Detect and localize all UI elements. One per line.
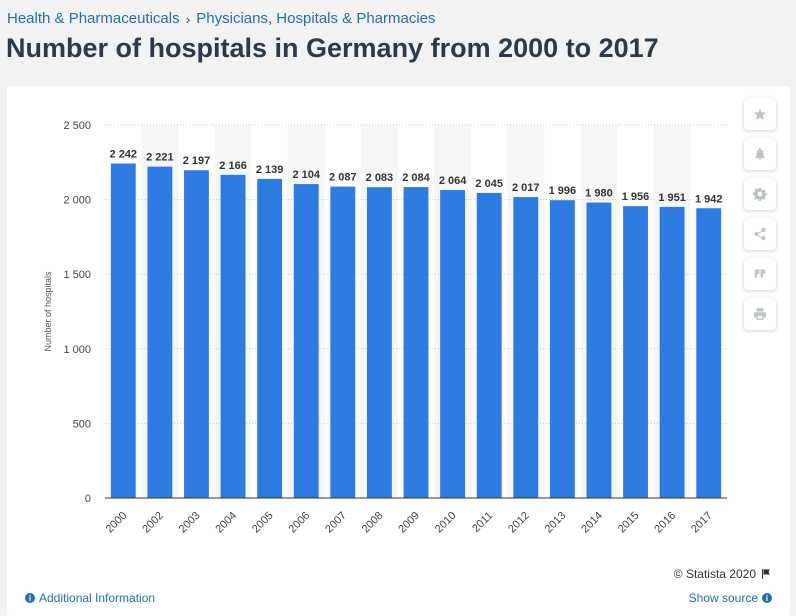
bar: [366, 187, 392, 498]
bar: [184, 170, 209, 498]
star-icon: [753, 108, 767, 120]
show-source-label: Show source: [688, 591, 758, 605]
value-label: 2 017: [512, 182, 540, 194]
bar-chart: 0 500 1 000 1 500 2 000 2 500 2 242 2000 2 221 20…: [43, 120, 727, 536]
bar: [623, 206, 648, 498]
x-tick-label: 2013: [543, 510, 569, 536]
gear-icon: [753, 188, 767, 201]
print-icon: [754, 308, 766, 320]
bar: [403, 187, 429, 498]
bar: [476, 192, 502, 499]
value-label: 1 996: [549, 185, 577, 197]
x-tick-label: 2009: [396, 510, 422, 536]
x-tick-label: 2004: [213, 510, 239, 536]
bar: [513, 197, 539, 498]
x-tick-label: 2014: [579, 510, 605, 536]
value-label: 2 084: [402, 172, 430, 184]
print-button[interactable]: [744, 298, 776, 330]
y-axis-title: Number of hospitals: [43, 271, 53, 352]
bar: [586, 202, 612, 499]
bar: [440, 190, 466, 498]
x-tick-label: 2012: [506, 510, 532, 536]
bar: [257, 178, 283, 498]
x-tick-label: 2003: [177, 510, 203, 536]
x-tick-label: 2002: [140, 510, 166, 536]
x-tick-label: 2000: [104, 510, 130, 536]
bar: [330, 186, 356, 498]
page-title: Number of hospitals in Germany from 2000…: [6, 33, 659, 63]
y-tick-label: 2 500: [63, 120, 91, 132]
quote-icon: [754, 269, 766, 278]
breadcrumb-separator: ›: [185, 10, 191, 27]
breadcrumb-item-health[interactable]: Health & Pharmaceuticals: [7, 10, 180, 27]
x-tick-label: 2008: [360, 510, 386, 536]
share-icon: [754, 227, 766, 241]
settings-button[interactable]: [744, 178, 776, 210]
credit-text: © Statista 2020: [673, 567, 756, 581]
info-icon: i: [25, 593, 35, 603]
x-tick-label: 2016: [652, 510, 678, 536]
cite-button[interactable]: [744, 258, 776, 290]
bar: [147, 166, 173, 498]
value-label: 2 139: [256, 164, 284, 176]
y-tick-label: 0: [85, 493, 91, 505]
y-tick-label: 1 000: [63, 344, 91, 356]
value-label: 2 197: [183, 155, 211, 167]
bar: [220, 174, 246, 498]
additional-information-link[interactable]: i Additional Information: [25, 591, 155, 605]
x-tick-label: 2005: [250, 510, 276, 536]
x-tick-label: 2010: [433, 510, 459, 536]
value-label: 2 242: [110, 148, 138, 160]
value-label: 2 166: [219, 160, 247, 172]
y-tick-label: 500: [73, 418, 91, 430]
bar: [659, 206, 685, 498]
additional-information-label: Additional Information: [39, 591, 156, 605]
show-source-link[interactable]: Show source i: [689, 591, 772, 605]
value-label: 1 951: [658, 192, 686, 204]
y-tick-label: 2 000: [63, 195, 91, 207]
x-tick-label: 2017: [689, 510, 715, 536]
bar: [696, 208, 722, 498]
notification-button[interactable]: [744, 138, 776, 170]
value-label: 2 045: [475, 178, 503, 190]
x-tick-label: 2007: [323, 510, 349, 536]
value-label: 1 980: [585, 188, 613, 200]
bar: [293, 184, 319, 498]
share-button[interactable]: [744, 218, 776, 250]
chart-toolbar: [744, 98, 776, 330]
value-label: 1 956: [622, 191, 650, 203]
y-tick-label: 1 500: [63, 269, 91, 281]
statista-credit: © Statista 2020: [674, 567, 772, 581]
value-label: 2 221: [146, 152, 174, 164]
x-tick-label: 2015: [616, 510, 642, 536]
bar: [110, 163, 136, 498]
breadcrumb: Health & Pharmaceuticals › Physicians, H…: [7, 10, 436, 27]
bell-icon: [755, 148, 765, 160]
x-tick-label: 2006: [287, 510, 313, 536]
value-label: 2 104: [292, 169, 320, 181]
favorite-button[interactable]: [744, 98, 776, 130]
value-label: 2 083: [366, 172, 394, 184]
flag-icon: [762, 569, 770, 579]
value-label: 2 064: [439, 175, 467, 187]
chart-card: 0 500 1 000 1 500 2 000 2 500 2 242 2000 2 221 20…: [7, 86, 790, 616]
source-info-icon: i: [762, 593, 772, 603]
breadcrumb-item-physicians[interactable]: Physicians, Hospitals & Pharmacies: [196, 10, 436, 27]
x-tick-label: 2011: [470, 510, 495, 535]
value-label: 2 087: [329, 172, 357, 184]
bar: [549, 200, 575, 498]
value-label: 1 942: [695, 193, 723, 205]
